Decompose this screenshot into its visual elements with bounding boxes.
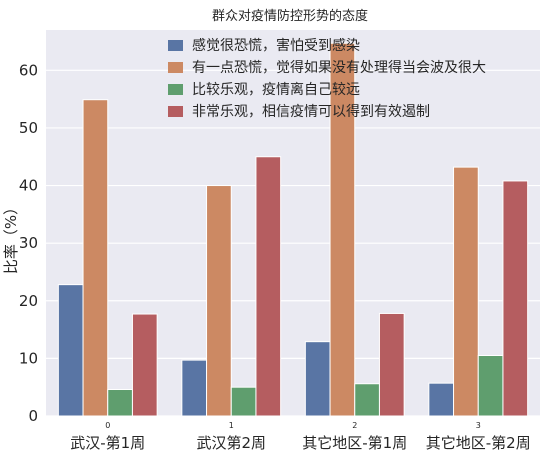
legend-label: 比较乐观，疫情离自己较远 xyxy=(192,81,360,98)
bar xyxy=(82,99,109,417)
x-index-label: 0 xyxy=(105,421,110,430)
bar xyxy=(181,359,208,417)
x-index-label: 1 xyxy=(229,421,234,430)
x-index-label: 2 xyxy=(352,421,357,430)
x-tick-label: 其它地区-第2周 xyxy=(426,434,531,452)
y-tick-labels: 0 10 20 30 40 50 60 xyxy=(19,61,38,425)
legend-label: 感觉很恐慌，害怕受到感染 xyxy=(192,37,360,54)
bar xyxy=(378,312,405,417)
x-tick-label: 武汉-第1周 xyxy=(70,434,145,452)
y-tick-label: 50 xyxy=(19,119,38,137)
y-tick-label: 60 xyxy=(19,61,38,79)
bar xyxy=(502,180,529,417)
bar xyxy=(453,166,479,417)
chart-title: 群众对疫情防控形势的态度 xyxy=(212,8,368,24)
bar xyxy=(57,284,84,417)
x-tick-label: 武汉第2周 xyxy=(196,434,266,452)
y-axis-label: 比率（%） xyxy=(2,200,20,274)
x-index-label: 3 xyxy=(476,421,481,430)
x-tick-label: 其它地区-第1周 xyxy=(302,434,407,452)
y-tick-label: 20 xyxy=(19,292,38,310)
y-tick-label: 30 xyxy=(19,234,38,252)
bar xyxy=(477,355,504,417)
legend-swatch xyxy=(168,40,183,51)
bar xyxy=(230,386,257,417)
y-tick-label: 10 xyxy=(19,349,38,367)
bar xyxy=(255,156,282,417)
legend-swatch xyxy=(168,62,183,73)
y-tick-label: 40 xyxy=(19,177,38,195)
legend-swatch xyxy=(168,106,183,117)
bar xyxy=(354,383,380,417)
bar xyxy=(329,42,356,417)
bar xyxy=(428,382,455,417)
bar xyxy=(131,313,158,417)
x-tick-labels: 0 武汉-第1周 1 武汉第2周 2 其它地区-第1周 3 其它地区-第2周 xyxy=(70,421,530,452)
bar xyxy=(206,185,232,417)
bars xyxy=(57,42,529,417)
legend: 感觉很恐慌，害怕受到感染有一点恐慌，觉得如果没有处理得当会波及很大比较乐观，疫情… xyxy=(168,37,486,120)
y-tick-label: 0 xyxy=(28,407,38,425)
bar xyxy=(304,341,331,417)
bar xyxy=(107,388,133,417)
legend-label: 有一点恐慌，觉得如果没有处理得当会波及很大 xyxy=(192,59,486,76)
legend-swatch xyxy=(168,84,183,95)
legend-label: 非常乐观，相信疫情可以得到有效遏制 xyxy=(192,103,430,120)
